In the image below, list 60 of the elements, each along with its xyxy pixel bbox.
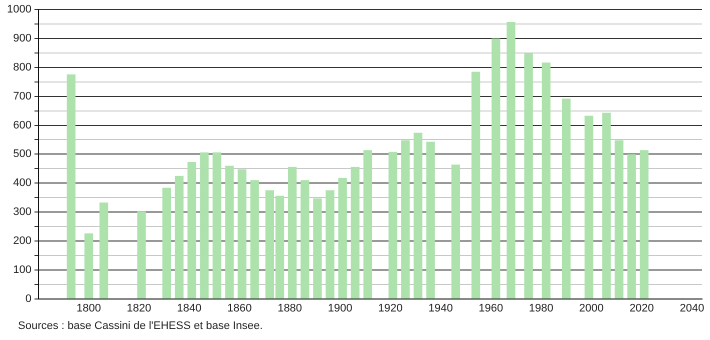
- bar: [602, 112, 611, 299]
- bar: [542, 62, 550, 299]
- y-tick-label: 900: [13, 32, 32, 45]
- bar: [426, 142, 435, 299]
- bar: [506, 22, 516, 299]
- bar: [388, 152, 398, 299]
- y-tick-label: 600: [13, 119, 32, 132]
- bar: [84, 233, 94, 299]
- bar: [401, 140, 410, 299]
- x-tick-label: 1840: [177, 302, 202, 314]
- x-tick-label: 1920: [378, 302, 403, 314]
- x-tick-label: 1900: [328, 302, 352, 314]
- bar: [326, 190, 334, 299]
- y-tick-label: 100: [13, 264, 32, 276]
- y-tick-label: 800: [13, 61, 32, 74]
- bar: [640, 150, 649, 299]
- bar: [187, 162, 196, 299]
- x-tick-label: 1940: [428, 302, 453, 314]
- x-tick-label: 2020: [629, 302, 654, 314]
- bar: [492, 38, 500, 299]
- x-tick-label: 1820: [126, 302, 152, 314]
- y-tick-label: 700: [13, 90, 32, 102]
- bar: [200, 152, 209, 299]
- bar: [238, 169, 246, 299]
- bar: [414, 132, 422, 299]
- bar: [174, 176, 184, 299]
- bar: [584, 116, 594, 299]
- bar: [66, 74, 76, 299]
- bar: [471, 72, 480, 299]
- bar: [524, 54, 533, 299]
- bar: [99, 202, 108, 299]
- x-tick-label: 1860: [227, 302, 252, 314]
- bar: [350, 166, 360, 299]
- bar: [451, 164, 460, 299]
- bar: [288, 166, 297, 299]
- x-tick-label: 1960: [478, 302, 504, 314]
- bar: [212, 152, 222, 299]
- x-tick-label: 2040: [680, 302, 704, 314]
- bar: [562, 98, 571, 299]
- x-tick-label: 1980: [528, 302, 554, 314]
- bar: [363, 150, 372, 299]
- bar: [338, 178, 347, 299]
- x-tick-label: 2000: [579, 302, 604, 314]
- bar: [162, 188, 171, 299]
- bar: [137, 212, 146, 299]
- x-tick-label: 1880: [278, 302, 302, 314]
- bar: [250, 180, 259, 299]
- bar: [614, 140, 624, 299]
- y-tick-label: 1000: [6, 4, 32, 16]
- bar: [627, 154, 636, 299]
- y-tick-label: 0: [25, 292, 32, 305]
- y-tick-label: 200: [13, 234, 32, 247]
- x-tick-label: 1800: [76, 302, 101, 314]
- y-tick-label: 300: [13, 206, 32, 218]
- bar: [225, 166, 234, 299]
- y-tick-label: 500: [13, 148, 32, 160]
- source-note: Sources : base Cassini de l'EHESS et base Insee.: [18, 320, 263, 332]
- y-tick-label: 400: [13, 177, 32, 190]
- bar: [300, 180, 310, 299]
- bar: [313, 198, 322, 299]
